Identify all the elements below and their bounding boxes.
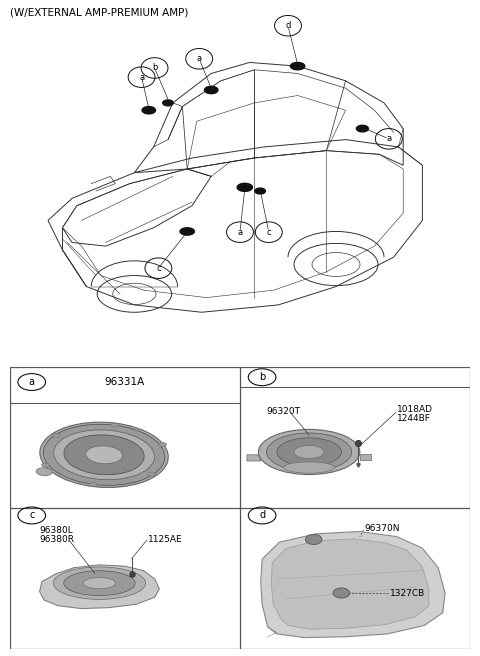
- Ellipse shape: [266, 433, 352, 471]
- Text: 96370N: 96370N: [364, 523, 400, 533]
- Ellipse shape: [277, 438, 341, 466]
- Ellipse shape: [147, 472, 156, 476]
- Text: b: b: [259, 372, 265, 382]
- Circle shape: [333, 588, 349, 598]
- Ellipse shape: [111, 423, 119, 427]
- Text: a: a: [238, 228, 242, 237]
- Text: c: c: [266, 228, 271, 237]
- Text: c: c: [156, 264, 161, 273]
- Ellipse shape: [86, 446, 122, 464]
- Text: a: a: [29, 377, 35, 387]
- Ellipse shape: [180, 228, 194, 235]
- Polygon shape: [247, 455, 261, 461]
- Text: b: b: [152, 64, 157, 72]
- Ellipse shape: [258, 430, 360, 474]
- Ellipse shape: [36, 468, 52, 476]
- Text: a: a: [197, 54, 202, 63]
- Ellipse shape: [41, 463, 50, 467]
- Text: 1327CB: 1327CB: [390, 588, 425, 598]
- Ellipse shape: [64, 435, 144, 475]
- Text: 1018AD: 1018AD: [396, 405, 432, 414]
- Text: d: d: [285, 21, 291, 30]
- Ellipse shape: [204, 87, 218, 94]
- Ellipse shape: [290, 62, 305, 70]
- Ellipse shape: [237, 183, 252, 192]
- Ellipse shape: [53, 567, 145, 600]
- Ellipse shape: [255, 188, 265, 194]
- Ellipse shape: [158, 443, 167, 447]
- Text: 96331A: 96331A: [105, 377, 145, 387]
- Text: c: c: [29, 510, 35, 520]
- Ellipse shape: [294, 445, 324, 459]
- Circle shape: [305, 535, 322, 544]
- Ellipse shape: [54, 430, 155, 480]
- Ellipse shape: [40, 422, 168, 487]
- Text: a: a: [139, 73, 144, 81]
- Ellipse shape: [84, 577, 116, 589]
- Polygon shape: [271, 539, 429, 629]
- Ellipse shape: [356, 125, 369, 132]
- Ellipse shape: [163, 100, 173, 106]
- Polygon shape: [261, 531, 445, 638]
- Ellipse shape: [142, 106, 156, 114]
- Text: 96380R: 96380R: [39, 535, 74, 544]
- Ellipse shape: [52, 434, 60, 438]
- Text: 96320T: 96320T: [267, 407, 301, 416]
- Text: 1244BF: 1244BF: [396, 414, 431, 423]
- Text: 96380L: 96380L: [39, 527, 73, 535]
- Ellipse shape: [89, 483, 97, 487]
- Text: a: a: [386, 134, 391, 144]
- Text: 1125AE: 1125AE: [148, 535, 182, 544]
- Ellipse shape: [43, 424, 165, 485]
- Polygon shape: [39, 565, 159, 609]
- Ellipse shape: [284, 462, 335, 473]
- Text: d: d: [259, 510, 265, 520]
- Polygon shape: [360, 454, 372, 461]
- Text: (W/EXTERNAL AMP-PREMIUM AMP): (W/EXTERNAL AMP-PREMIUM AMP): [10, 7, 188, 17]
- Ellipse shape: [64, 571, 135, 596]
